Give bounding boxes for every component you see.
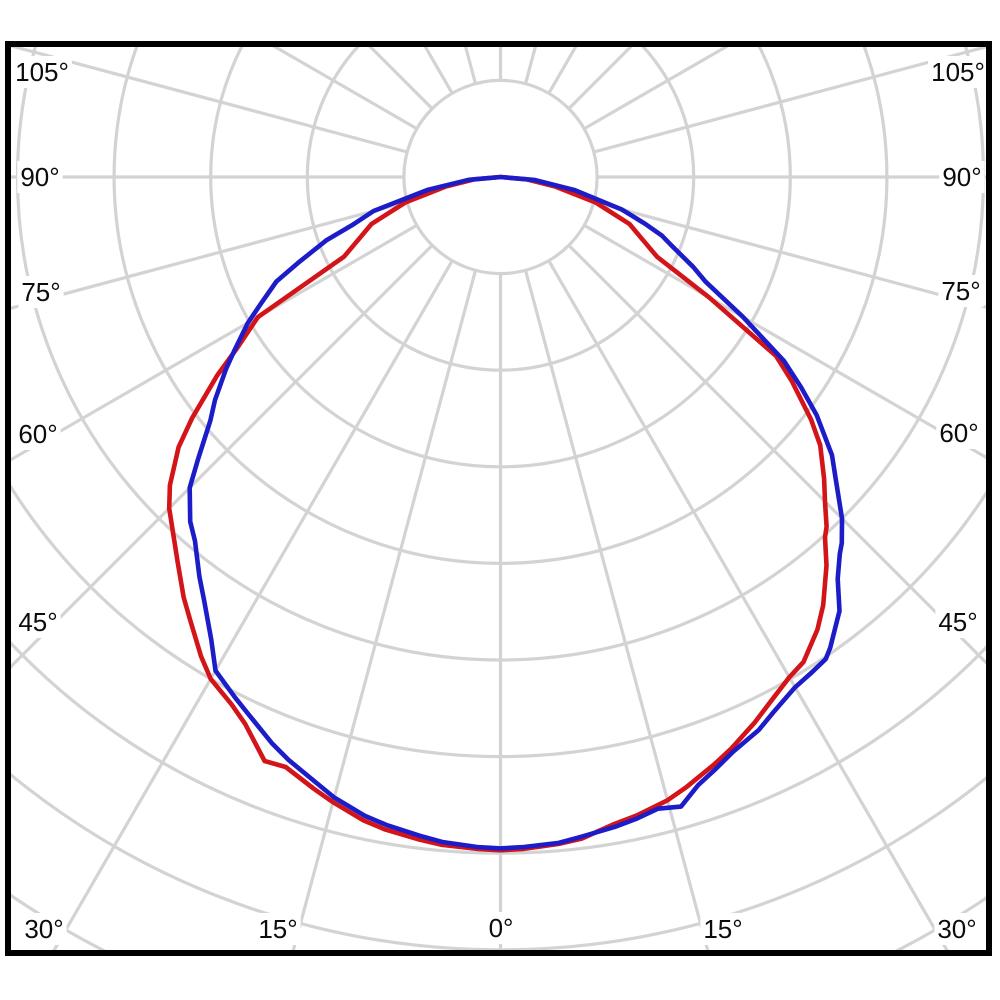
angle-label: 30° xyxy=(937,914,976,944)
grid-spoke xyxy=(593,47,988,154)
angle-label-bg xyxy=(18,276,64,308)
angle-label-bg xyxy=(21,913,67,945)
blue-curve xyxy=(187,174,845,851)
curves xyxy=(166,174,845,853)
angle-label-bg xyxy=(934,913,980,945)
angle-labels: 105° 90° 75° 60° 45° 105° 90° 75° 60° 45° 30° 15° 0°… xyxy=(12,56,988,945)
angle-label-bg xyxy=(938,275,984,307)
grid-spoke xyxy=(583,223,988,461)
angle-label: 15° xyxy=(258,914,297,944)
grid-spoke xyxy=(291,269,478,950)
angle-label: 30° xyxy=(24,914,63,944)
grid-spoke xyxy=(10,47,408,154)
grid-spoke xyxy=(10,244,434,670)
angle-label: 15° xyxy=(703,914,742,944)
angle-label-bg xyxy=(928,56,988,88)
angle-label: 45° xyxy=(938,607,977,637)
grid-spoke xyxy=(593,200,988,310)
grid-spoke xyxy=(10,223,418,463)
grid-spoke xyxy=(547,259,949,950)
angle-label-bg xyxy=(939,161,985,193)
angle-label-bg xyxy=(936,417,982,449)
angle-label: 45° xyxy=(18,607,57,637)
angle-label-bg xyxy=(15,606,61,638)
angle-label: 105° xyxy=(15,57,69,87)
angle-label-bg xyxy=(15,418,61,450)
angle-label: 60° xyxy=(939,418,978,448)
grid-spoke xyxy=(10,200,408,311)
angle-label: 75° xyxy=(941,276,980,306)
angle-label-bg xyxy=(485,912,517,944)
chart-border xyxy=(5,41,992,956)
angle-label: 75° xyxy=(21,277,60,307)
angle-label-bg xyxy=(12,56,72,88)
angle-label: 105° xyxy=(931,57,985,87)
angle-label: 90° xyxy=(942,162,981,192)
angle-label-bg xyxy=(255,913,301,945)
angle-label-bg xyxy=(17,161,63,193)
angle-label-bg xyxy=(700,913,746,945)
grid-spoke xyxy=(523,269,710,950)
angle-label: 0° xyxy=(489,913,514,943)
angle-label: 90° xyxy=(20,162,59,192)
angle-label: 60° xyxy=(18,419,57,449)
angle-label-bg xyxy=(935,606,981,638)
grid-spoke xyxy=(567,244,988,667)
grid-spoke xyxy=(52,259,454,950)
